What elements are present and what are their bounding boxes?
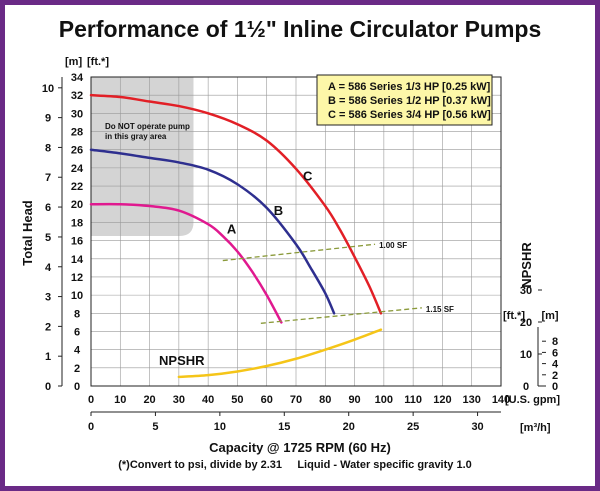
x-m3h-tick-label: 25 bbox=[407, 421, 419, 433]
service-factor-label: 1.15 SF bbox=[426, 305, 454, 314]
y-ft-tick-label: 30 bbox=[71, 108, 83, 120]
y-ft-tick-label: 0 bbox=[74, 381, 80, 393]
series-line-c bbox=[89, 93, 383, 315]
y-ft-tick-label: 32 bbox=[71, 90, 83, 102]
y-m-tick-label: 0 bbox=[45, 381, 51, 393]
npshr-m-tick-label: 6 bbox=[552, 347, 558, 359]
x-gpm-tick-label: 20 bbox=[143, 394, 155, 406]
npshr-ft-tick-label: 10 bbox=[520, 349, 532, 361]
npshr-ft-tick-label: 0 bbox=[523, 381, 529, 393]
service-factor-line bbox=[260, 307, 422, 324]
x-gpm-tick-label: 50 bbox=[231, 394, 243, 406]
x-m3h-tick-label: 5 bbox=[152, 421, 158, 433]
x-gpm-tick-label: 140 bbox=[492, 394, 510, 406]
curve-label: NPSHR bbox=[159, 353, 205, 368]
x-gpm-tick-label: 90 bbox=[348, 394, 360, 406]
x-gpm-tick-label: 40 bbox=[202, 394, 214, 406]
y-m-tick-label: 7 bbox=[45, 172, 51, 184]
y-ft-tick-label: 18 bbox=[71, 217, 83, 229]
npshr-m-tick-label: 8 bbox=[552, 336, 558, 348]
grid-layer bbox=[90, 76, 502, 387]
x-m3h-tick-label: 15 bbox=[278, 421, 290, 433]
y-m-tick-label: 3 bbox=[45, 292, 51, 304]
x-m3h-tick-label: 20 bbox=[343, 421, 355, 433]
x-gpm-tick-label: 0 bbox=[88, 394, 94, 406]
curve-label: A bbox=[227, 221, 237, 236]
npshr-m-tick-label: 0 bbox=[552, 381, 558, 393]
y-ft-tick-label: 26 bbox=[71, 145, 83, 157]
legend-background bbox=[316, 74, 493, 126]
x-gpm-tick-label: 120 bbox=[433, 394, 451, 406]
x-gpm-tick-label: 70 bbox=[290, 394, 302, 406]
chart-frame: Performance of 1½" Inline Circulator Pum… bbox=[5, 5, 595, 486]
npshr-m-unit: [m] bbox=[541, 310, 558, 322]
x-gpm-tick-label: 30 bbox=[173, 394, 185, 406]
y-ft-tick-label: 16 bbox=[71, 236, 83, 248]
y-right-label: NPSHR bbox=[519, 242, 534, 288]
footnote: (*)Convert to psi, divide by 2.31 Liquid… bbox=[118, 459, 472, 471]
gray-area-note-line-1: Do NOT operate pump bbox=[105, 122, 190, 131]
x-m3h-tick-label: 0 bbox=[88, 421, 94, 433]
series-layer bbox=[89, 93, 422, 379]
y-ft-tick-label: 6 bbox=[74, 326, 80, 338]
npshr-m-tick-label: 4 bbox=[552, 359, 559, 371]
x-gpm-tick-label: 10 bbox=[114, 394, 126, 406]
head-ft-unit: [ft.*] bbox=[87, 56, 109, 68]
x-gpm-tick-label: 80 bbox=[319, 394, 331, 406]
y-ft-tick-label: 10 bbox=[71, 290, 83, 302]
curve-label: C bbox=[303, 169, 313, 184]
npshr-m-tick-label: 2 bbox=[552, 370, 558, 382]
curve-label: B bbox=[274, 203, 283, 218]
y-m-tick-label: 9 bbox=[45, 113, 51, 125]
x-label: Capacity @ 1725 RPM (60 Hz) bbox=[209, 440, 391, 455]
y-m-tick-label: 4 bbox=[45, 262, 52, 274]
npshr-ft-unit: [ft.*] bbox=[503, 310, 525, 322]
y-ft-tick-label: 8 bbox=[74, 308, 80, 320]
x-gpm-tick-label: 100 bbox=[375, 394, 393, 406]
y-ft-tick-label: 28 bbox=[71, 127, 83, 139]
y-ft-tick-label: 2 bbox=[74, 363, 80, 375]
y-ft-tick-label: 4 bbox=[74, 345, 81, 357]
head-m-unit: [m] bbox=[65, 56, 82, 68]
y-ft-tick-label: 22 bbox=[71, 181, 83, 193]
npshr-ft-tick-label: 30 bbox=[520, 285, 532, 297]
y-ft-tick-label: 12 bbox=[71, 272, 83, 284]
y-m-tick-label: 1 bbox=[45, 351, 51, 363]
service-factor-line bbox=[222, 243, 376, 262]
y-m-tick-label: 5 bbox=[45, 232, 51, 244]
x-m3h-tick-label: 30 bbox=[471, 421, 483, 433]
y-m-tick-label: 8 bbox=[45, 142, 51, 154]
y-m-tick-label: 10 bbox=[42, 83, 54, 95]
series-line-a bbox=[89, 202, 283, 324]
x-gpm-tick-label: 60 bbox=[261, 394, 273, 406]
legend-entry-a: A = 586 Series 1/3 HP [0.25 kW] bbox=[328, 81, 491, 93]
y-ft-tick-label: 34 bbox=[71, 72, 84, 84]
gray-area-note-line-2: in this gray area bbox=[105, 132, 167, 141]
legend-entry-b: B = 586 Series 1/2 HP [0.37 kW] bbox=[328, 95, 491, 107]
y-left-label: Total Head bbox=[20, 200, 35, 266]
plot-border bbox=[90, 76, 502, 387]
y-m-tick-label: 6 bbox=[45, 202, 51, 214]
y-ft-tick-label: 20 bbox=[71, 199, 83, 211]
pump-performance-chart: Performance of 1½" Inline Circulator Pum… bbox=[20, 16, 560, 471]
x-gpm-tick-label: 110 bbox=[404, 394, 422, 406]
series-line-b bbox=[89, 148, 336, 315]
y-ft-tick-label: 24 bbox=[71, 163, 84, 175]
x-m3h-tick-label: 10 bbox=[214, 421, 226, 433]
npshr-ft-tick-label: 20 bbox=[520, 317, 532, 329]
y-ft-tick-label: 14 bbox=[71, 254, 84, 266]
x-gpm-tick-label: 130 bbox=[463, 394, 481, 406]
legend-entry-c: C = 586 Series 3/4 HP [0.56 kW] bbox=[328, 109, 491, 121]
series-line-npshr bbox=[177, 328, 383, 379]
service-factor-label: 1.00 SF bbox=[379, 241, 407, 250]
annotation-layer: A B C NPSHR 1.00 SF 1.15 SF bbox=[159, 169, 454, 368]
chart-title: Performance of 1½" Inline Circulator Pum… bbox=[59, 16, 542, 42]
legend-box: A = 586 Series 1/3 HP [0.25 kW] B = 586 … bbox=[316, 74, 493, 126]
flow-gpm-unit: [U.S. gpm] bbox=[505, 394, 560, 406]
flow-m3h-unit: [m³/h] bbox=[520, 422, 551, 434]
y-m-tick-label: 2 bbox=[45, 321, 51, 333]
